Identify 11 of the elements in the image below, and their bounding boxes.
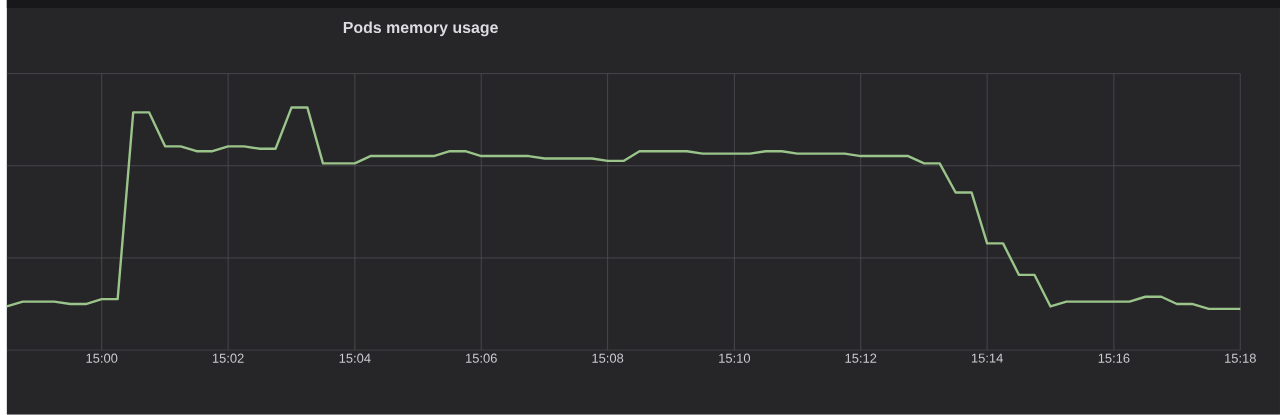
x-tick-label: 15:18 [1225, 353, 1256, 363]
x-tick-label: 15:02 [212, 353, 244, 363]
x-tick-label: 15:12 [845, 353, 877, 363]
x-tick-label: 15:16 [1098, 353, 1130, 363]
chart-title: Pods memory usage [343, 21, 498, 37]
x-tick-label: 15:08 [592, 353, 624, 363]
x-tick-label: 15:10 [719, 353, 751, 363]
x-tick-label: 15:14 [971, 353, 1003, 363]
x-tick-label: 15:06 [466, 353, 497, 363]
x-tick-label: 15:00 [86, 353, 118, 363]
x-tick-label: 15:04 [339, 353, 371, 363]
